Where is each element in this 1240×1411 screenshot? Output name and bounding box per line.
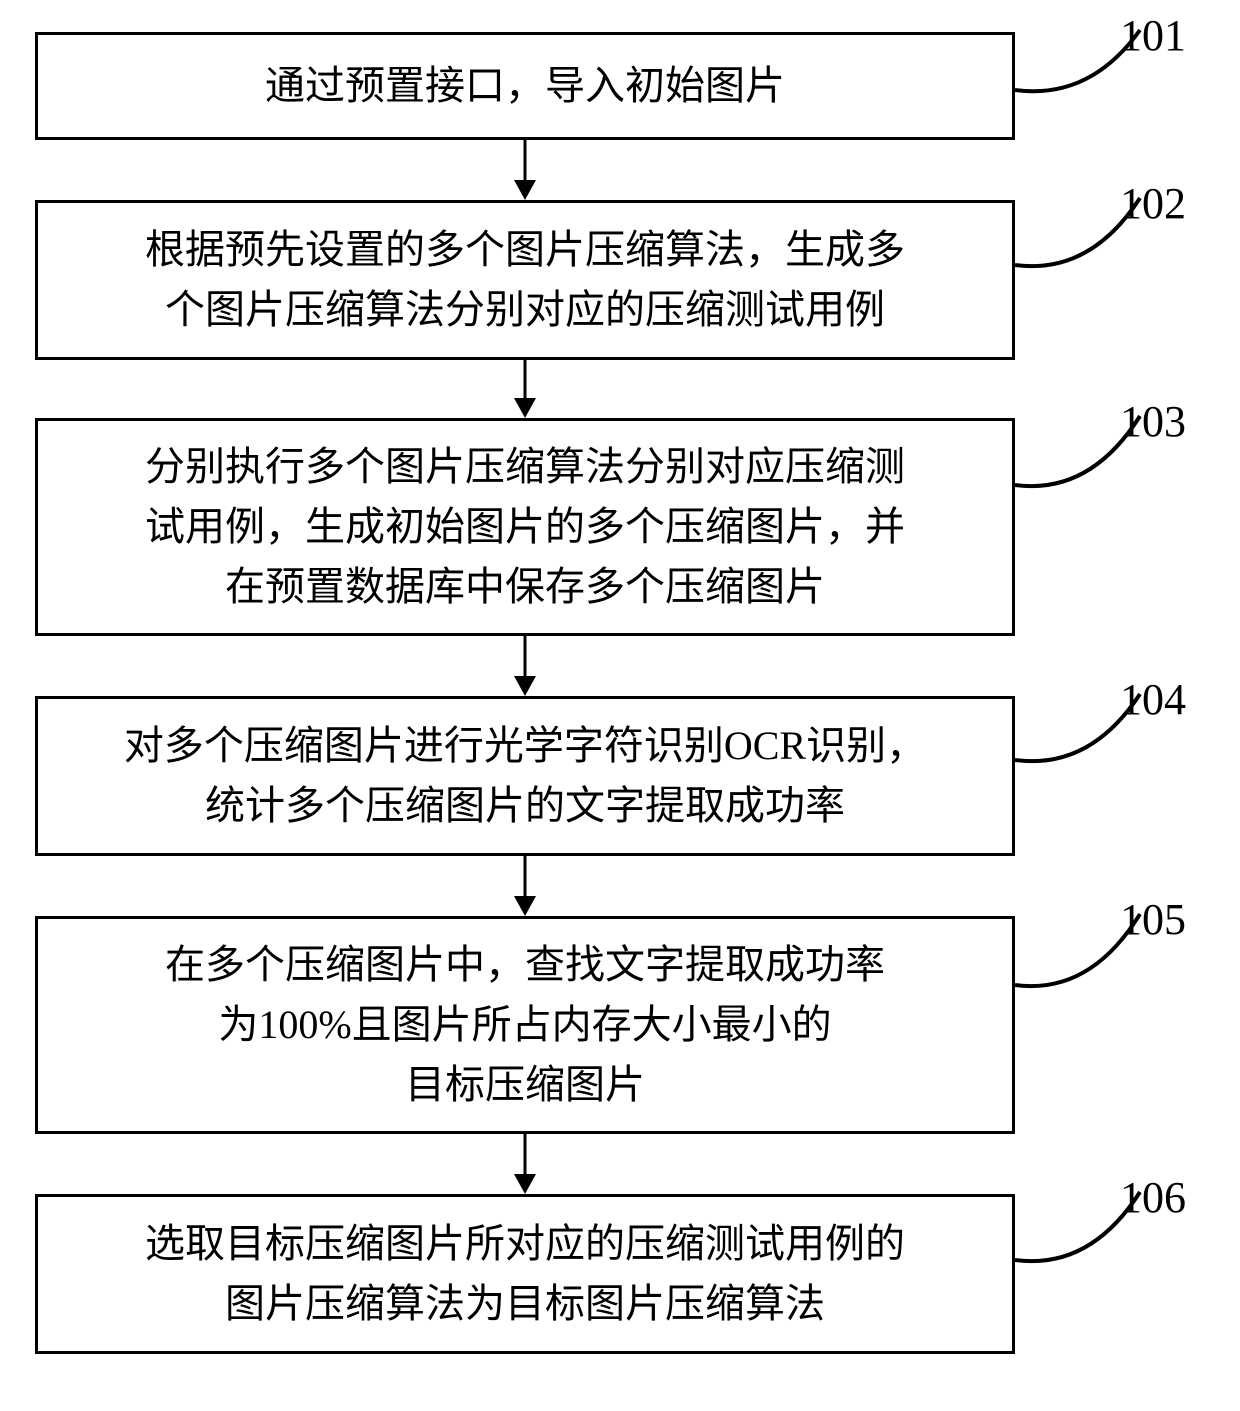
callout-curve-106	[0, 0, 1240, 1411]
flowchart-canvas: 通过预置接口，导入初始图片101根据预先设置的多个图片压缩算法，生成多 个图片压…	[0, 0, 1240, 1411]
